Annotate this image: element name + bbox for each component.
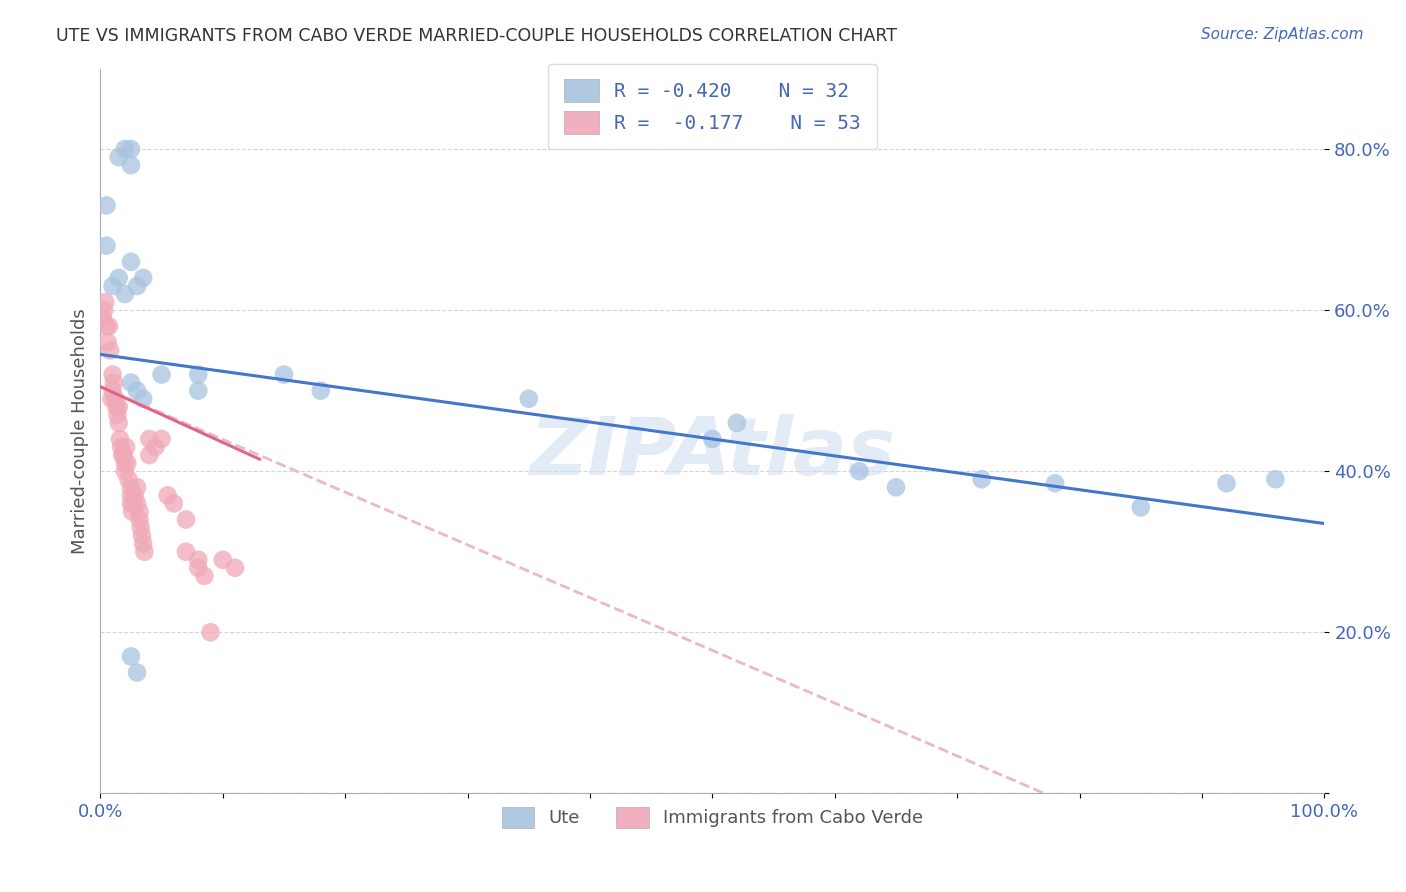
Point — [120, 480, 142, 494]
Point — [156, 488, 179, 502]
Point — [114, 464, 136, 478]
Point — [150, 368, 173, 382]
Y-axis label: Married-couple Households: Married-couple Households — [72, 308, 89, 554]
Point — [107, 416, 129, 430]
Point — [187, 553, 209, 567]
Point — [94, 295, 117, 310]
Point — [120, 158, 142, 172]
Text: ZIPAtlas: ZIPAtlas — [529, 414, 896, 491]
Point — [93, 303, 115, 318]
Point — [117, 456, 139, 470]
Point — [129, 520, 152, 534]
Point — [103, 376, 125, 390]
Point — [114, 287, 136, 301]
Point — [120, 376, 142, 390]
Point — [120, 649, 142, 664]
Point — [1129, 500, 1152, 515]
Point — [91, 311, 114, 326]
Point — [145, 440, 167, 454]
Point — [138, 448, 160, 462]
Point — [1264, 472, 1286, 486]
Point — [97, 319, 120, 334]
Point — [96, 238, 118, 252]
Point — [114, 456, 136, 470]
Point — [138, 432, 160, 446]
Point — [131, 528, 153, 542]
Point — [150, 432, 173, 446]
Point — [120, 142, 142, 156]
Point — [125, 384, 148, 398]
Legend: Ute, Immigrants from Cabo Verde: Ute, Immigrants from Cabo Verde — [495, 800, 931, 835]
Point — [132, 537, 155, 551]
Point — [124, 488, 146, 502]
Point — [107, 400, 129, 414]
Point — [96, 198, 118, 212]
Point — [108, 432, 131, 446]
Point — [96, 319, 118, 334]
Point — [702, 432, 724, 446]
Point — [725, 416, 748, 430]
Point — [309, 384, 332, 398]
Point — [107, 271, 129, 285]
Point — [107, 150, 129, 164]
Point — [187, 368, 209, 382]
Point — [200, 625, 222, 640]
Point — [107, 408, 129, 422]
Point — [187, 384, 209, 398]
Point — [125, 279, 148, 293]
Point — [121, 504, 143, 518]
Point — [517, 392, 540, 406]
Point — [101, 368, 124, 382]
Point — [117, 472, 139, 486]
Point — [120, 496, 142, 510]
Point — [125, 496, 148, 510]
Point — [105, 400, 128, 414]
Point — [115, 440, 138, 454]
Point — [110, 440, 132, 454]
Point — [112, 448, 135, 462]
Point — [211, 553, 233, 567]
Point — [122, 496, 145, 510]
Point — [884, 480, 907, 494]
Point — [174, 545, 197, 559]
Point — [128, 504, 150, 518]
Point — [132, 271, 155, 285]
Point — [98, 343, 121, 358]
Point — [101, 279, 124, 293]
Point — [970, 472, 993, 486]
Point — [132, 392, 155, 406]
Point — [273, 368, 295, 382]
Point — [100, 392, 122, 406]
Point — [120, 488, 142, 502]
Point — [193, 569, 215, 583]
Point — [174, 512, 197, 526]
Text: UTE VS IMMIGRANTS FROM CABO VERDE MARRIED-COUPLE HOUSEHOLDS CORRELATION CHART: UTE VS IMMIGRANTS FROM CABO VERDE MARRIE… — [56, 27, 897, 45]
Point — [114, 142, 136, 156]
Point — [134, 545, 156, 559]
Point — [187, 561, 209, 575]
Point — [1043, 476, 1066, 491]
Point — [1215, 476, 1237, 491]
Point — [101, 384, 124, 398]
Point — [120, 255, 142, 269]
Point — [224, 561, 246, 575]
Point — [111, 448, 134, 462]
Point — [125, 665, 148, 680]
Text: Source: ZipAtlas.com: Source: ZipAtlas.com — [1201, 27, 1364, 42]
Point — [163, 496, 186, 510]
Point — [848, 464, 870, 478]
Point — [125, 480, 148, 494]
Point — [97, 335, 120, 350]
Point — [128, 512, 150, 526]
Point — [104, 392, 127, 406]
